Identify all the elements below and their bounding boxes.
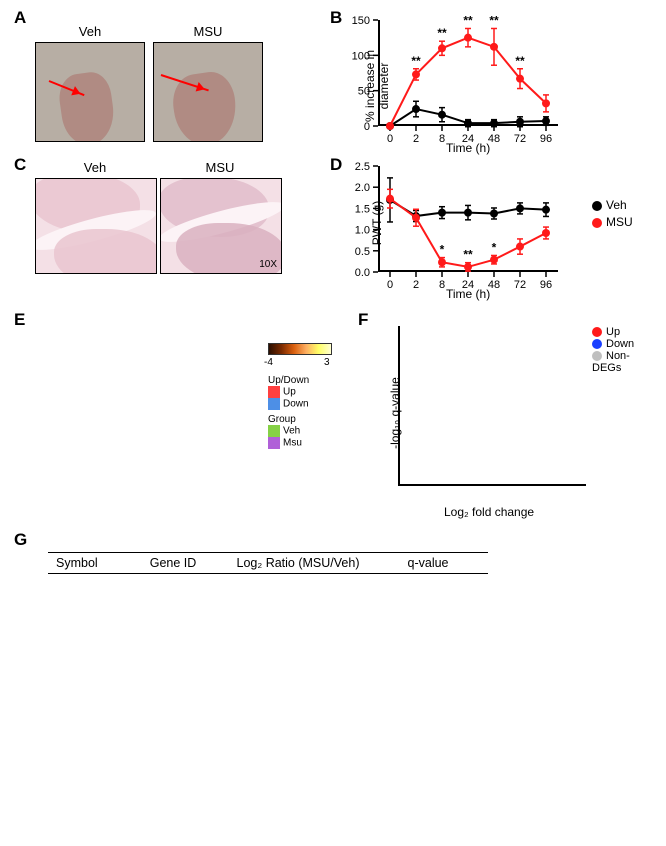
photo-veh [35, 42, 145, 142]
legend-BD: Veh MSU [592, 198, 633, 229]
th-ratio: Log₂ Ratio (MSU/Veh) [218, 556, 378, 570]
legend-msu-text: MSU [606, 215, 633, 229]
heatmap-xlabels [90, 497, 258, 527]
svg-text:96: 96 [540, 279, 552, 291]
tissue-2 [54, 229, 157, 274]
svg-text:**: ** [489, 13, 499, 27]
svg-text:2.0: 2.0 [355, 182, 370, 194]
chart-D-xlabel: Time (h) [446, 287, 490, 301]
leg-down: Down [283, 399, 309, 410]
fleg-down: Down [606, 338, 634, 350]
label-D: D [330, 155, 342, 175]
th-geneid: Gene ID [128, 556, 218, 570]
label-C: C [14, 155, 26, 175]
leg-up: Up [283, 387, 296, 398]
photo-veh-label: Veh [79, 24, 101, 39]
label-B: B [330, 8, 342, 28]
svg-text:96: 96 [540, 133, 552, 145]
svg-text:**: ** [463, 13, 473, 27]
heatmap-topbar [90, 331, 258, 341]
svg-text:**: ** [411, 54, 421, 68]
leg-grp-veh: Veh [283, 426, 300, 437]
chart-B-svg: 05010015002824487296********** [378, 14, 578, 154]
panel-B: 05010015002824487296********** % increas… [378, 14, 578, 144]
volcano-legend: Up Down Non-DEGs [592, 326, 652, 374]
photo-msu-label: MSU [194, 24, 223, 39]
svg-text:8: 8 [439, 279, 445, 291]
chart-D-ylabel: PWT (g) [370, 178, 384, 268]
legend-msu: MSU [592, 215, 633, 229]
svg-text:**: ** [463, 248, 473, 262]
svg-text:150: 150 [352, 15, 370, 27]
scale-min: -4 [264, 357, 273, 368]
svg-text:0: 0 [387, 279, 393, 291]
panel-D: 0.00.51.01.52.02.502824487296**** PWT (g… [378, 160, 578, 290]
chart-B-xlabel: Time (h) [446, 141, 490, 155]
th-qval: q-value [378, 556, 478, 570]
label-A: A [14, 8, 26, 28]
svg-text:72: 72 [514, 279, 526, 291]
panel-F: -log₁₀ q-value Log₂ fold change Up Down … [392, 320, 652, 520]
svg-text:*: * [440, 243, 445, 257]
legend-veh-text: Veh [606, 198, 627, 212]
svg-text:0.0: 0.0 [355, 267, 370, 279]
svg-text:0.5: 0.5 [355, 246, 370, 258]
table-G: Symbol Gene ID Log₂ Ratio (MSU/Veh) q-va… [48, 552, 488, 574]
heatmap-tree [28, 343, 70, 493]
volcano-ylabel: -log₁₀ q-value [388, 358, 402, 468]
heatmap-legend: Up/Down Up Down Group Veh Msu [268, 375, 309, 449]
leg-updown-title: Up/Down [268, 375, 309, 386]
th-symbol: Symbol [48, 556, 128, 570]
svg-text:1.0: 1.0 [355, 225, 370, 237]
histo-veh-label: Veh [84, 160, 106, 175]
histo-msu-label: MSU [206, 160, 235, 175]
heatmap-grid [90, 343, 258, 493]
chart-D-svg: 0.00.51.01.52.02.502824487296**** [378, 160, 578, 300]
svg-text:8: 8 [439, 133, 445, 145]
fleg-up: Up [606, 326, 620, 338]
chart-B-ylabel: % increase in diameter [363, 31, 391, 141]
paw-veh-shape [56, 70, 118, 142]
histo-msu: 10X [160, 178, 282, 274]
svg-text:**: ** [437, 26, 447, 40]
histo-veh [35, 178, 157, 274]
label-G: G [14, 530, 27, 550]
table-header: Symbol Gene ID Log₂ Ratio (MSU/Veh) q-va… [48, 552, 488, 574]
panel-A: Veh MSU [35, 24, 265, 144]
svg-text:**: ** [515, 54, 525, 68]
heatmap-sidebar [72, 343, 86, 493]
svg-text:72: 72 [514, 133, 526, 145]
leg-grp-msu: Msu [283, 438, 302, 449]
volcano-xlabel: Log₂ fold change [444, 505, 534, 519]
panel-C: Veh MSU 10X [35, 178, 285, 298]
heatmap-scale-bar [268, 343, 332, 355]
scale-max: 3 [324, 357, 330, 368]
panel-E: -4 3 Up/Down Up Down Group Veh Msu [28, 325, 348, 525]
magnification-label: 10X [259, 259, 277, 270]
label-E: E [14, 310, 25, 330]
svg-text:2: 2 [413, 279, 419, 291]
legend-veh: Veh [592, 198, 633, 212]
svg-text:1.5: 1.5 [355, 203, 370, 215]
svg-text:*: * [492, 240, 497, 254]
leg-group-title: Group [268, 414, 309, 425]
label-F: F [358, 310, 368, 330]
svg-text:2: 2 [413, 133, 419, 145]
svg-text:2.5: 2.5 [355, 161, 370, 173]
